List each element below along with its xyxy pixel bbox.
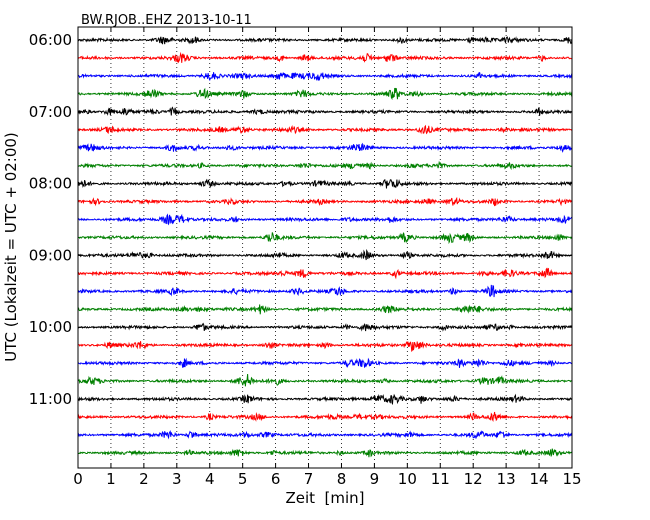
trace-1130 — [77, 430, 573, 440]
trace-1030 — [77, 357, 573, 369]
trace-1000 — [77, 322, 573, 332]
trace-0900 — [77, 248, 573, 261]
x-tick-label: 3 — [172, 470, 182, 488]
x-tick-label: 15 — [562, 470, 581, 488]
x-axis-label: Zeit [min] — [285, 489, 364, 507]
trace-0700 — [77, 106, 573, 116]
x-tick-label: 8 — [337, 470, 347, 488]
trace-1045 — [77, 373, 573, 387]
x-axis: 0 1 2 3 4 5 6 7 8 9 10 11 12 13 14 15 — [73, 27, 582, 488]
trace-0715 — [77, 124, 573, 135]
y-tick-label: 06:00 — [29, 31, 72, 49]
x-tick-label: 5 — [238, 470, 248, 488]
y-tick-label: 07:00 — [29, 103, 72, 121]
x-tick-label: 10 — [398, 470, 417, 488]
trace-1145 — [77, 448, 573, 458]
trace-0600 — [77, 36, 573, 45]
x-tick-label: 4 — [205, 470, 215, 488]
y-tick-label: 09:00 — [29, 246, 72, 264]
y-tick-label: 10:00 — [29, 318, 72, 336]
y-tick-label: 11:00 — [29, 390, 72, 408]
trace-0945 — [77, 304, 573, 315]
trace-0615 — [77, 51, 573, 64]
trace-1100 — [77, 393, 573, 406]
trace-0745 — [77, 160, 573, 171]
x-tick-label: 12 — [464, 470, 483, 488]
x-tick-label: 13 — [497, 470, 516, 488]
trace-0915 — [77, 267, 573, 280]
plot-frame — [77, 26, 573, 469]
trace-1115 — [77, 411, 573, 422]
traces — [77, 36, 573, 458]
y-axis: 06:00 07:00 08:00 09:00 10:00 11:00 — [29, 31, 572, 408]
x-tick-label: 7 — [304, 470, 314, 488]
trace-0845 — [77, 232, 573, 245]
x-tick-label: 9 — [370, 470, 380, 488]
grid-lines — [110, 27, 540, 468]
trace-0830 — [77, 213, 573, 226]
chart-title: BW.RJOB..EHZ 2013-10-11 — [81, 13, 252, 28]
x-tick-label: 2 — [139, 470, 149, 488]
y-tick-label: 08:00 — [29, 175, 72, 193]
trace-0730 — [77, 142, 573, 153]
trace-0815 — [77, 196, 573, 207]
trace-0800 — [77, 178, 573, 189]
x-tick-label: 0 — [73, 470, 83, 488]
x-tick-label: 11 — [431, 470, 450, 488]
y-axis-label: UTC (Lokalzeit = UTC + 02:00) — [2, 132, 20, 362]
x-tick-label: 6 — [271, 470, 281, 488]
trace-0630 — [77, 71, 573, 82]
trace-0645 — [77, 87, 573, 101]
trace-1015 — [77, 341, 573, 352]
x-tick-label: 14 — [530, 470, 549, 488]
trace-0930 — [77, 284, 573, 298]
x-tick-label: 1 — [106, 470, 116, 488]
